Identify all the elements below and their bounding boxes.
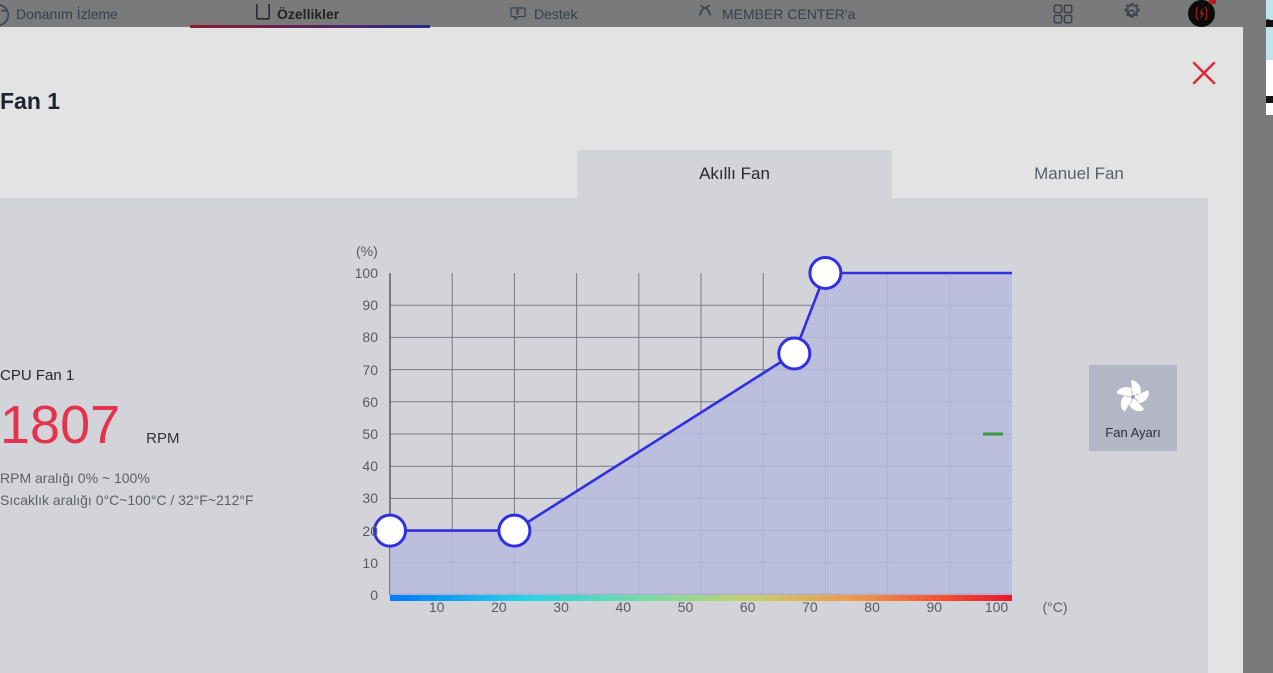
svg-text:!: ! [516, 10, 518, 16]
